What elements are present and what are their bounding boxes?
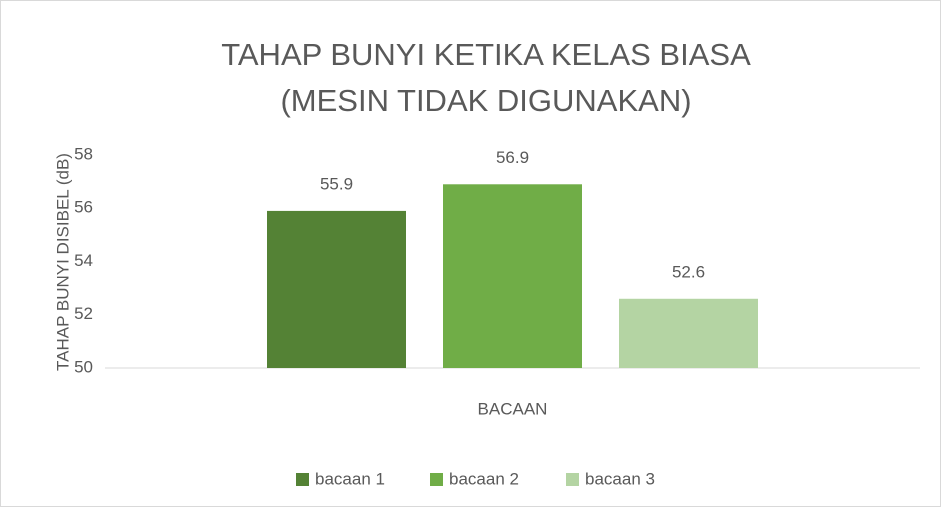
- legend-swatch: [430, 473, 443, 486]
- y-tick-label: 58: [74, 144, 93, 163]
- data-label: 55.9: [320, 174, 353, 193]
- data-label: 56.9: [496, 148, 529, 167]
- y-tick-label: 54: [74, 251, 93, 270]
- y-axis-label: TAHAP BUNYI DISIBEL (dB): [53, 153, 72, 371]
- legend-swatch: [296, 473, 309, 486]
- chart-title: TAHAP BUNYI KETIKA KELAS BIASA (MESIN TI…: [221, 37, 751, 118]
- data-label: 52.6: [672, 262, 705, 281]
- x-tick-label: BACAAN: [478, 399, 548, 418]
- legend-label: bacaan 1: [315, 469, 385, 488]
- bar: [443, 184, 582, 368]
- y-tick-label: 52: [74, 304, 93, 323]
- bar: [619, 298, 758, 368]
- y-tick-label: 56: [74, 198, 93, 217]
- legend-swatch: [566, 473, 579, 486]
- bar: [267, 210, 406, 368]
- y-tick-label: 50: [74, 357, 93, 376]
- legend-label: bacaan 2: [449, 469, 519, 488]
- legend-label: bacaan 3: [585, 469, 655, 488]
